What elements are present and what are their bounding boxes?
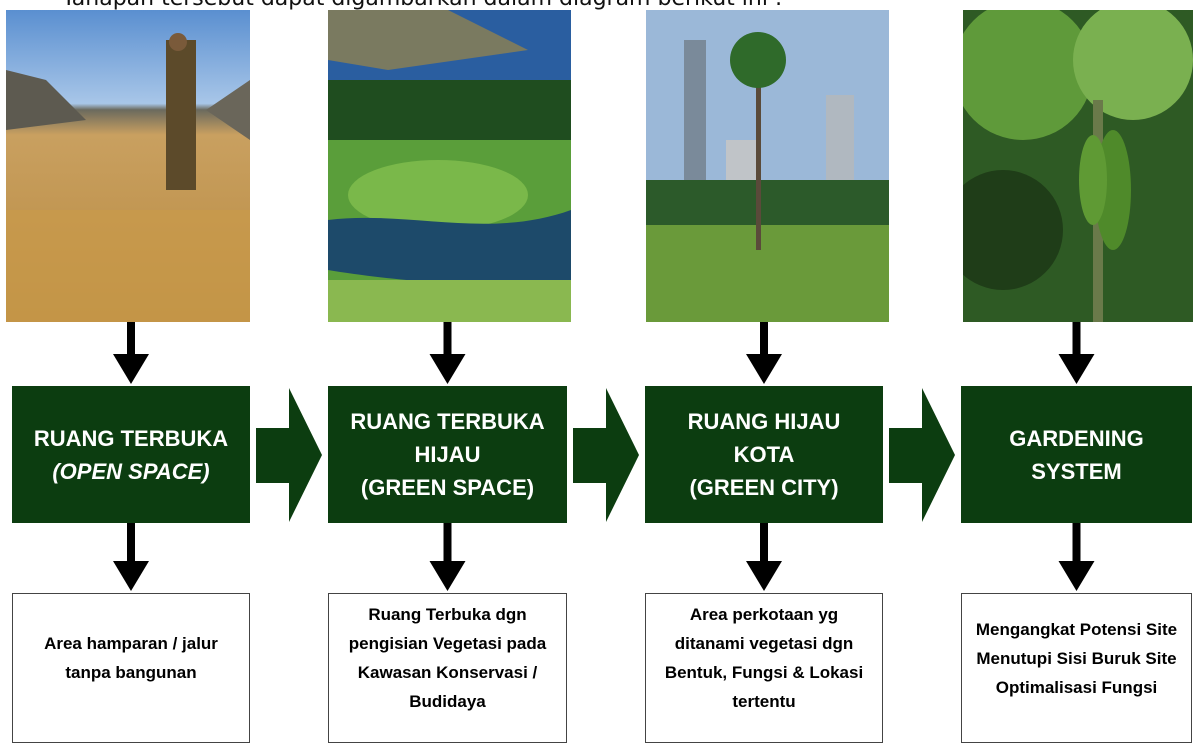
right-arrow	[256, 388, 322, 522]
description-line: Bentuk, Fungsi & Lokasi	[665, 658, 863, 687]
stage-title: KOTA	[734, 438, 795, 471]
description-line: ditanami vegetasi dgn	[675, 629, 854, 658]
stage-title: RUANG TERBUKA	[34, 422, 228, 455]
stage-title: (OPEN SPACE)	[52, 455, 209, 488]
page: {"intro": "Tahapan tersebut dapat digamb…	[0, 0, 1197, 722]
down-arrow-head	[746, 561, 782, 591]
description-line: Kawasan Konservasi /	[358, 658, 538, 687]
photo	[6, 10, 250, 322]
description-line: Optimalisasi Fungsi	[996, 673, 1158, 702]
stage-title: RUANG HIJAU	[688, 405, 841, 438]
photo	[646, 10, 889, 322]
description-line: tertentu	[732, 687, 795, 716]
down-arrow-head	[1059, 354, 1095, 384]
stage-title: (GREEN SPACE)	[361, 471, 534, 504]
photo	[328, 10, 571, 322]
stage-title: HIJAU	[414, 438, 480, 471]
description-line: Ruang Terbuka dgn	[368, 600, 526, 629]
down-arrow-head	[430, 561, 466, 591]
description-line: Budidaya	[409, 687, 486, 716]
right-arrow	[889, 388, 955, 522]
right-arrow	[573, 388, 639, 522]
description-line: Area perkotaan yg	[690, 600, 838, 629]
stage-title: RUANG TERBUKA	[350, 405, 544, 438]
description-line: Menutupi Sisi Buruk Site	[976, 644, 1176, 673]
stage-title: SYSTEM	[1031, 455, 1121, 488]
down-arrow-head	[1059, 561, 1095, 591]
down-arrow-head	[113, 354, 149, 384]
stage-title: (GREEN CITY)	[689, 471, 838, 504]
down-arrow-head	[430, 354, 466, 384]
description-line: Area hamparan / jalur	[44, 629, 218, 658]
down-arrow-head	[113, 561, 149, 591]
description-line: pengisian Vegetasi pada	[349, 629, 546, 658]
stage-title: GARDENING	[1009, 422, 1143, 455]
down-arrow-head	[746, 354, 782, 384]
description-line: Mengangkat Potensi Site	[976, 615, 1177, 644]
description-line: tanpa bangunan	[65, 658, 196, 687]
stage-box: RUANG TERBUKA(OPEN SPACE)	[12, 386, 250, 523]
photo	[963, 10, 1193, 322]
